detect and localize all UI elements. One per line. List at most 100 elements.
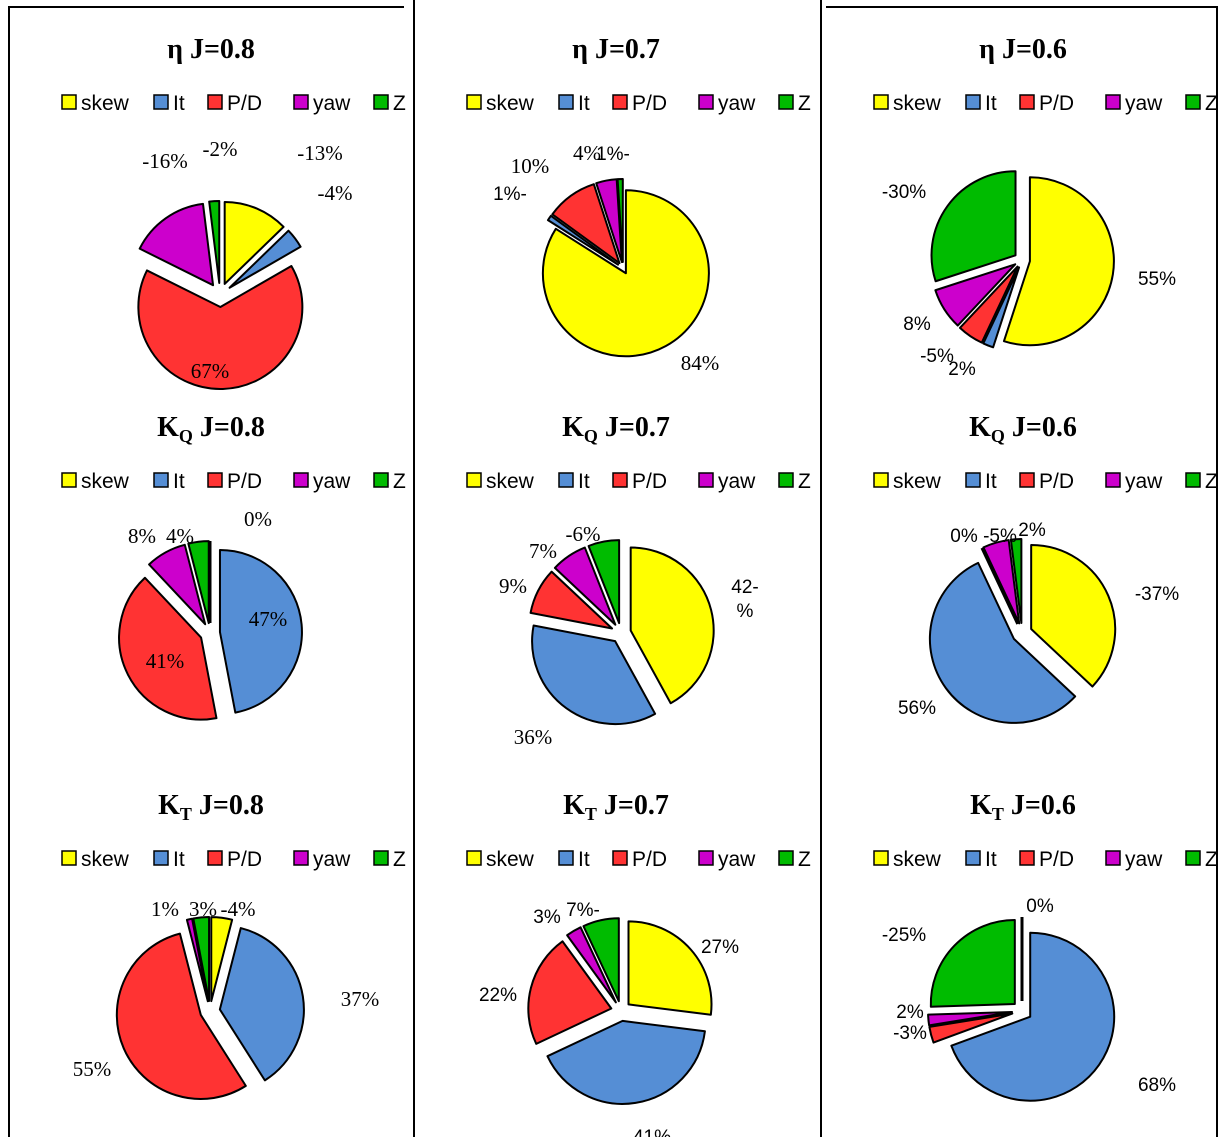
legend-swatch-it [558,850,574,866]
legend-swatch-skew [466,94,482,110]
chart-title: KT J=0.8 [158,790,264,824]
legend-swatch-yaw [1105,472,1121,488]
legend-swatch-yaw [698,472,714,488]
legend-label-pd: P/D [227,470,262,493]
data-label-yaw: -5% [983,526,1017,547]
legend-swatch-it [558,472,574,488]
pie-slice-pd [115,932,247,1100]
legend-swatch-it [965,850,981,866]
data-label-it: 41% [633,1127,671,1137]
data-label-skew: 55% [1138,269,1176,290]
legend-label-yaw: yaw [718,470,756,493]
legend-label-z: Z [393,92,406,115]
legend-swatch-pd [207,472,223,488]
pie-slice-yaw [185,917,209,1003]
legend-label-z: Z [393,848,406,871]
legend-swatch-pd [1019,472,1035,488]
data-label-yaw: 8% [903,314,931,335]
top-border-left [8,6,404,8]
data-label-it: 68% [1138,1075,1176,1096]
data-label-pd: 10% [511,154,550,178]
legend-label-it: It [173,848,185,871]
legend-label-yaw: yaw [718,848,756,871]
pie-slice-it [218,549,303,714]
legend-swatch-skew [466,850,482,866]
pie-chart-8: KT J=0.7 skew It P/D yaw Z 27% 41% 22% 3%7%- [415,756,817,1137]
legend-label-it: It [985,848,997,871]
pie-slice-pd [980,547,1020,625]
data-label-it: 37% [341,987,380,1011]
legend-label-pd: P/D [1039,848,1074,871]
legend-label-skew: skew [893,92,942,115]
legend-label-skew: skew [893,848,942,871]
data-label-it: 2% [948,359,976,380]
legend-label-yaw: yaw [1125,470,1163,493]
pie-slice-it [228,229,302,289]
data-label-it: 56% [898,698,936,719]
legend-label-z: Z [798,848,811,871]
pie-slice-yaw [148,543,207,626]
pie-svg: KT J=0.8 skew It P/D yaw Z -4% 37% 55% 1% 3% [61,790,406,1100]
legend-swatch-z [1185,850,1201,866]
legend-label-yaw: yaw [313,848,351,871]
pie-svg: KT J=0.6 skew It P/D yaw Z 0% 68% -3%2% -25% [873,790,1218,1102]
legend-label-pd: P/D [227,92,262,115]
pie-slice-pd [928,1012,1014,1044]
data-label-z: 2% [1018,520,1046,541]
legend-label-skew: skew [81,848,130,871]
legend-swatch-yaw [1105,850,1121,866]
legend-swatch-z [373,94,389,110]
legend-label-skew: skew [81,470,130,493]
pie-chart-6: KQ J=0.6 skew It P/D yaw Z -37% 56% 0% -5% 2% [822,378,1224,756]
data-label-yaw: 1% [151,897,179,921]
legend-swatch-it [965,472,981,488]
pie-slice-yaw [566,926,617,1004]
divider-2 [820,0,822,1137]
data-label-it: -4% [318,181,353,205]
pie-slice-pd [959,265,1019,344]
data-label-pd: 22% [479,985,517,1006]
pie-slice-it [531,624,657,726]
pie-slice-skew [541,189,710,358]
chart-title: KQ J=0.6 [969,412,1077,446]
pie-slice-pd [527,940,613,1045]
legend-swatch-pd [612,850,628,866]
pie-slice-z [187,540,210,625]
data-label-z: 1%- [596,144,630,165]
pie-slice-skew [1002,176,1115,347]
data-label-z: -6% [566,522,601,546]
pie-slice-skew [223,200,285,285]
legend-swatch-z [1185,472,1201,488]
legend-label-pd: P/D [1039,92,1074,115]
legend-swatch-z [373,472,389,488]
legend-swatch-skew [61,472,77,488]
legend-label-z: Z [798,470,811,493]
legend-label-skew: skew [893,470,942,493]
pie-slice-z [208,200,221,285]
data-label-z: 7%- [566,900,600,921]
legend-label-yaw: yaw [1125,848,1163,871]
legend-swatch-skew [873,94,889,110]
pie-slice-it [546,1019,706,1105]
border-left [8,6,10,1137]
data-label-z: 4% [166,524,194,548]
legend-swatch-yaw [1105,94,1121,110]
pie-slice-yaw [138,202,215,287]
legend-label-pd: P/D [632,92,667,115]
legend-label-pd: P/D [227,848,262,871]
chart-title: KQ J=0.8 [157,412,265,446]
data-label-skew: -4% [221,897,256,921]
legend-label-skew: skew [486,848,535,871]
data-label-z: -2% [203,137,238,161]
pie-chart-7: KT J=0.8 skew It P/D yaw Z -4% 37% 55% 1% 3% [10,756,412,1134]
data-label-it: 36% [514,725,553,749]
data-label-pd: -3% [893,1023,927,1044]
pie-slice-z [616,178,624,264]
legend-label-it: It [173,470,185,493]
legend-swatch-z [778,94,794,110]
legend-label-pd: P/D [632,848,667,871]
legend-swatch-yaw [293,94,309,110]
pie-slice-z [1009,538,1023,625]
data-label-pd: -5% [920,346,954,367]
